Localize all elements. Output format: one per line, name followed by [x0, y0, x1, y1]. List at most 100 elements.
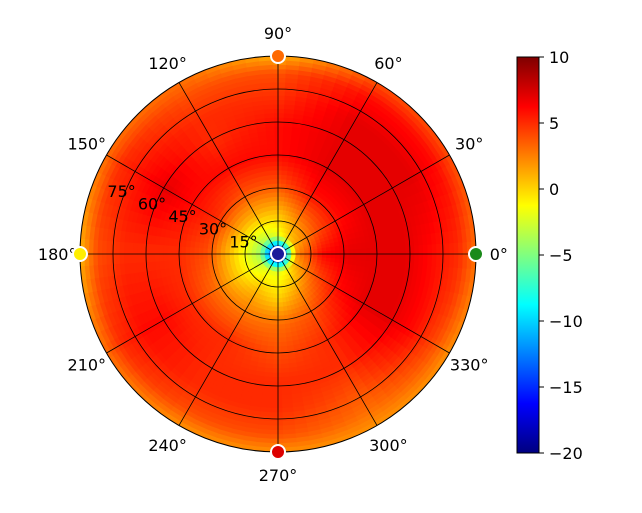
heat-cell [270, 319, 277, 326]
heat-cell [344, 110, 359, 122]
marker-point [270, 444, 286, 460]
heat-cell [442, 177, 453, 194]
heat-cell [385, 284, 394, 296]
heat-cell [219, 249, 226, 255]
heat-cell [251, 258, 257, 262]
heat-cell [132, 304, 142, 318]
heat-cell [405, 312, 416, 326]
heat-cell [224, 118, 237, 128]
heat-cell [231, 428, 248, 438]
heat-cell [359, 78, 377, 91]
heat-cell [281, 112, 294, 119]
heat-cell [278, 262, 281, 269]
heat-cell [281, 240, 285, 247]
heat-cell [181, 413, 199, 426]
heat-cell [266, 259, 272, 264]
heat-cell [385, 88, 402, 103]
heat-cell [167, 253, 173, 263]
heat-cell [416, 114, 432, 131]
heat-cell [278, 235, 281, 241]
heat-cell [444, 161, 457, 179]
heat-cell [133, 105, 150, 121]
heat-cell [347, 242, 354, 250]
heat-cell [290, 258, 296, 262]
heat-cell [111, 180, 122, 197]
heat-cell [455, 291, 465, 308]
heat-cell [95, 159, 108, 177]
heat-cell [267, 259, 272, 264]
heat-cell [111, 324, 124, 341]
heat-cell [130, 211, 139, 225]
heat-cell [376, 282, 385, 293]
heat-cell [154, 209, 163, 221]
heat-cell [306, 370, 319, 379]
heat-cell [265, 318, 272, 325]
heat-cell [267, 156, 276, 163]
heat-cell [320, 425, 337, 435]
heat-cell [266, 264, 271, 270]
heat-cell [323, 437, 341, 448]
heat-cell [343, 248, 350, 255]
heat-cell [124, 198, 134, 213]
heat-cell [262, 242, 268, 247]
heat-cell [270, 236, 275, 242]
heat-cell [347, 73, 365, 85]
heat-cell [422, 242, 429, 256]
heat-cell [255, 256, 261, 259]
heat-cell [279, 204, 284, 211]
heat-cell [238, 96, 253, 105]
heat-cell [414, 243, 420, 255]
heat-cell [235, 296, 244, 304]
heat-cell [139, 214, 148, 227]
heat-cell [282, 265, 287, 272]
heat-cell [286, 250, 292, 253]
heat-cell [127, 252, 134, 266]
heat-cell [273, 262, 276, 268]
heat-cell [369, 88, 386, 102]
heat-cell [234, 420, 250, 429]
heat-cell [99, 161, 112, 179]
heat-cell [281, 266, 284, 272]
heat-cell [268, 169, 276, 176]
heat-cell [400, 244, 407, 255]
heat-cell [123, 242, 129, 256]
heat-cell [260, 257, 266, 261]
heat-cell [409, 203, 419, 217]
heat-cell [336, 432, 354, 444]
heat-cell [382, 92, 399, 106]
heat-cell [162, 253, 169, 263]
heat-cell [285, 258, 290, 263]
heat-cell [314, 400, 329, 409]
heat-cell [323, 60, 341, 71]
heat-cell [270, 288, 275, 295]
heat-cell [265, 363, 275, 370]
heat-cell [393, 287, 402, 299]
heat-cell [349, 69, 367, 81]
heat-cell [203, 428, 221, 440]
heat-cell [181, 82, 199, 95]
heat-cell [231, 70, 248, 80]
heat-cell [116, 350, 130, 367]
heat-cell [333, 110, 347, 120]
heat-cell [286, 239, 291, 245]
heat-cell [98, 315, 110, 333]
heat-cell [94, 303, 105, 321]
heat-cell [285, 245, 290, 250]
heat-cell [268, 332, 276, 339]
colorbar-tick-label: 10 [549, 48, 569, 67]
heat-cell [406, 301, 416, 315]
heat-cell [294, 246, 301, 250]
heat-cell [91, 291, 101, 308]
heat-cell [281, 213, 286, 220]
heat-cell [184, 259, 191, 268]
heat-cell [281, 209, 287, 216]
heat-cell [361, 74, 379, 88]
heat-cell [269, 173, 276, 180]
heat-cell [265, 247, 271, 251]
heat-cell [281, 393, 295, 401]
heat-cell [283, 260, 288, 266]
heat-cell [103, 327, 116, 345]
heat-cell [189, 247, 195, 255]
angle-tick-label: 180° [38, 245, 77, 264]
heat-cell [206, 243, 213, 250]
